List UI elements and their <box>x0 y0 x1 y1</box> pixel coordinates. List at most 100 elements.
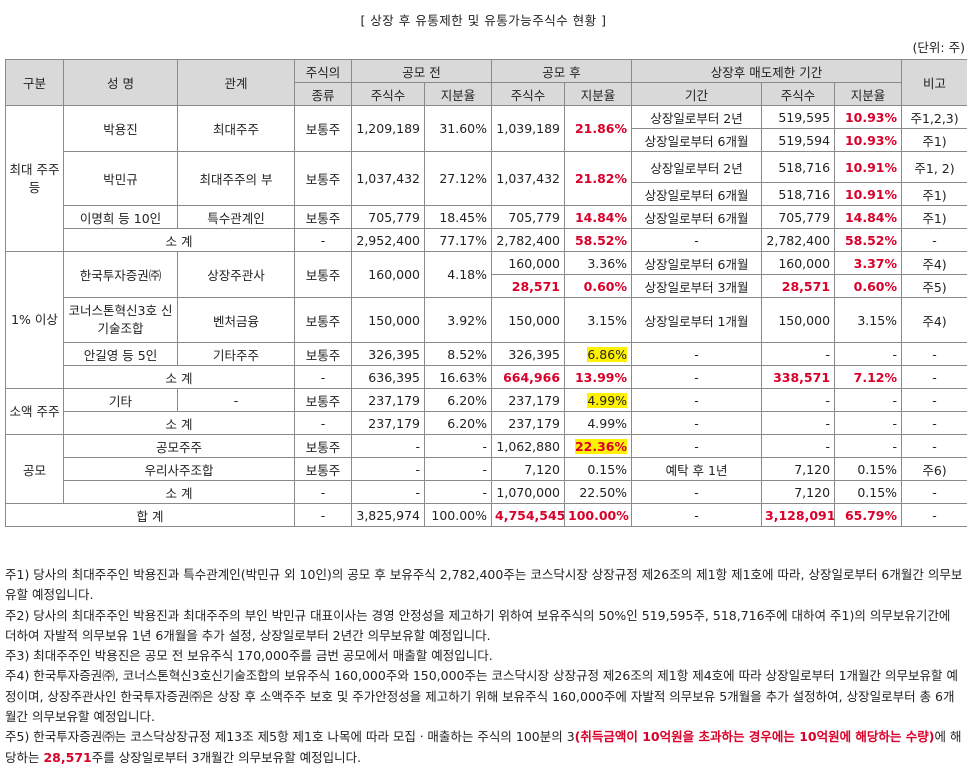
total-row: 합 계 - 3,825,974 100.00% 4,754,545 100.00… <box>5 503 967 527</box>
lock-shares-cell: 338,571 <box>761 365 836 389</box>
pre-shares-cell: - <box>351 480 425 504</box>
remark-cell: - <box>901 411 967 435</box>
post-shares-cell: 7,120 <box>491 457 566 481</box>
relation-cell: - <box>177 388 295 412</box>
shareholding-table: 구분 성 명 관계 주식의 공모 전 공모 후 상장후 매도제한 기간 비고 종… <box>5 59 967 527</box>
col-before: 공모 전 <box>350 59 493 83</box>
lock-ratio-cell: 7.12% <box>834 365 903 389</box>
table-row: 이명희 등 10인 특수관계인 보통주 705,779 18.45% 705,7… <box>6 205 967 229</box>
name-cell: 우리사주조합 <box>63 457 295 481</box>
remark-cell: 주4) <box>901 297 967 343</box>
post-shares-cell: 160,000 <box>491 251 566 275</box>
col-after: 공모 후 <box>491 59 633 83</box>
lock-ratio-cell: 0.15% <box>834 457 903 481</box>
header-row-2: 종류 주식수 지분율 주식수 지분율 기간 주식수 지분율 <box>6 82 967 106</box>
name-cell: 한국투자증권㈜ <box>63 251 178 298</box>
subtotal-label: 소 계 <box>63 480 295 504</box>
remark-cell: - <box>901 388 967 412</box>
footnote-3: 주3) 최대주주인 박용진은 공모 전 보유주식 170,000주를 금번 공모… <box>5 648 493 664</box>
col-lock-shares: 주식수 <box>761 82 836 106</box>
type-cell: 보통주 <box>294 434 352 458</box>
lock-ratio-cell: 10.93% <box>834 105 903 129</box>
col-remark: 비고 <box>901 59 967 106</box>
remark-cell: 주1, 2) <box>901 151 967 183</box>
subtotal-row: 소 계 - - - 1,070,000 22.50% - 7,120 0.15%… <box>6 480 967 504</box>
table-row: 코너스톤혁신3호 신기술조합 벤처금융 보통주 150,000 3.92% 15… <box>6 297 967 343</box>
post-shares-cell: 1,039,189 <box>491 105 566 152</box>
col-name: 성 명 <box>63 59 178 106</box>
type-cell: 보통주 <box>294 205 352 229</box>
table-row: 공모 공모주주 보통주 - - 1,062,880 22.36% - - - - <box>5 434 967 504</box>
post-ratio-cell: 22.50% <box>564 480 633 504</box>
table-row: 소액 주주 기타 - 보통주 237,179 6.20% 237,179 4.9… <box>5 388 967 435</box>
lock-shares-cell: 3,128,091 <box>761 503 836 527</box>
remark-cell: 주1) <box>901 205 967 229</box>
lock-shares-cell: - <box>761 411 836 435</box>
col-lock-ratio: 지분율 <box>834 82 903 106</box>
lock-shares-cell: - <box>761 388 836 412</box>
pre-shares-cell: - <box>351 434 425 458</box>
period-cell: - <box>631 342 763 366</box>
lock-shares-cell: 160,000 <box>761 251 836 275</box>
type-cell: 보통주 <box>294 105 352 152</box>
period-cell: 상장일로부터 2년 <box>631 105 763 129</box>
pre-shares-cell: 1,209,189 <box>351 105 425 152</box>
type-cell: 보통주 <box>294 457 352 481</box>
footnote-2: 주2) 당사의 최대주주인 박용진과 최대주주의 부인 박민규 대표이사는 경영… <box>5 607 951 643</box>
type-cell: - <box>294 365 352 389</box>
pre-ratio-cell: - <box>423 480 493 504</box>
remark-cell: - <box>901 342 967 366</box>
footnote-5-text: 주5) 한국투자증권㈜는 코스닥상장규정 제13조 제5항 제1호 나목에 따라… <box>5 729 575 745</box>
pre-ratio-cell: 6.20% <box>423 388 493 412</box>
pre-ratio-cell: 4.18% <box>423 251 493 298</box>
subtotal-label: 소 계 <box>63 228 295 252</box>
table-row: 안길영 등 5인 기타주주 보통주 326,395 8.52% 326,395 … <box>6 342 967 366</box>
table-row: 최대 주주등 박용진 최대주주 보통주 1,209,189 31.60% 1,0… <box>5 105 967 252</box>
remark-cell: 주4) <box>901 251 967 275</box>
col-pre-ratio: 지분율 <box>423 82 493 106</box>
post-shares-cell: 705,779 <box>491 205 566 229</box>
col-restrict: 상장후 매도제한 기간 <box>631 59 903 83</box>
pre-shares-cell: 150,000 <box>351 297 425 343</box>
pre-ratio-cell: - <box>423 457 493 481</box>
subtotal-label: 소 계 <box>63 365 295 389</box>
post-ratio-cell: 58.52% <box>564 228 633 252</box>
remark-cell: 주1) <box>901 182 967 206</box>
pre-shares-cell: 2,952,400 <box>351 228 425 252</box>
lock-ratio-cell: 58.52% <box>834 228 903 252</box>
col-post-shares: 주식수 <box>491 82 566 106</box>
lock-ratio-cell: 3.37% <box>834 251 903 275</box>
period-cell: - <box>631 503 763 527</box>
pre-shares-cell: 3,825,974 <box>351 503 425 527</box>
footnote-5-text: 주를 상장일로부터 3개월간 의무보유할 예정입니다. <box>91 749 362 765</box>
table-row: 1% 이상 한국투자증권㈜ 상장주관사 보통주 160,000 4.18% 16… <box>5 251 967 389</box>
subtotal-row: 소 계 - 636,395 16.63% 664,966 13.99% - 33… <box>6 365 967 389</box>
pre-ratio-cell: 6.20% <box>423 411 493 435</box>
lock-shares-cell: - <box>761 342 836 366</box>
footnote-5: 주5) 한국투자증권㈜는 코스닥상장규정 제13조 제5항 제1호 나목에 따라… <box>5 727 963 768</box>
pre-shares-cell: 326,395 <box>351 342 425 366</box>
table-row: 상장일로부터 6개월 518,716 10.91% 주1) <box>6 182 967 206</box>
period-cell: - <box>631 365 763 389</box>
pre-shares-cell: 237,179 <box>351 388 425 412</box>
period-cell: 상장일로부터 6개월 <box>631 128 763 152</box>
post-ratio-cell: 100.00% <box>564 503 633 527</box>
unit-label: (단위: 주) <box>912 40 965 55</box>
post-ratio-cell: 4.99% <box>564 411 633 435</box>
type-cell: - <box>294 480 352 504</box>
post-ratio-cell: 0.15% <box>564 457 633 481</box>
col-pre-shares: 주식수 <box>351 82 425 106</box>
post-ratio-cell: 3.15% <box>564 297 633 343</box>
subtotal-row: 소 계 - 237,179 6.20% 237,179 4.99% - - - … <box>6 411 967 435</box>
lock-shares-cell: 7,120 <box>761 480 836 504</box>
post-ratio-cell: 22.36% <box>564 434 633 458</box>
pre-ratio-cell: 100.00% <box>423 503 493 527</box>
name-cell: 공모주주 <box>63 434 295 458</box>
lock-ratio-cell: - <box>834 434 903 458</box>
post-shares-cell: 664,966 <box>491 365 566 389</box>
post-ratio-cell: 21.82% <box>564 151 633 206</box>
name-cell: 이명희 등 10인 <box>63 205 178 229</box>
period-cell: 상장일로부터 3개월 <box>631 274 763 298</box>
highlight-mark: 4.99% <box>587 392 628 408</box>
lock-ratio-cell: - <box>834 388 903 412</box>
